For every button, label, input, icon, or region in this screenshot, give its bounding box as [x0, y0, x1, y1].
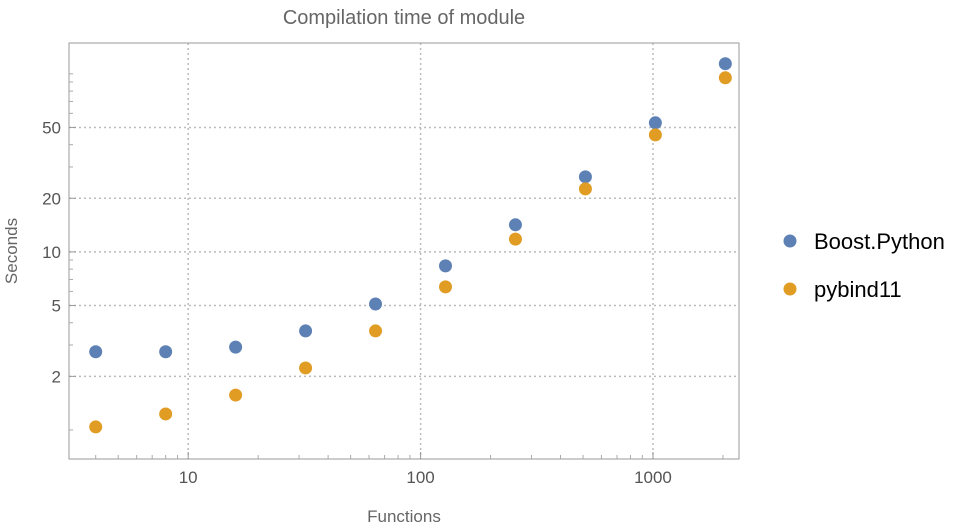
y-tick-label: 20	[42, 189, 61, 208]
data-point-pybind11	[718, 71, 732, 85]
data-point-pybind11	[229, 388, 243, 402]
legend-marker	[783, 282, 797, 296]
data-point-boost-python	[508, 218, 522, 232]
data-points	[89, 57, 732, 434]
data-point-boost-python	[299, 324, 313, 338]
data-point-pybind11	[89, 420, 103, 434]
data-point-pybind11	[299, 361, 313, 375]
data-point-boost-python	[369, 297, 383, 311]
y-axis-label: Seconds	[2, 218, 21, 284]
data-point-boost-python	[89, 345, 103, 359]
data-point-boost-python	[229, 340, 243, 354]
data-point-boost-python	[159, 345, 173, 359]
data-point-boost-python	[718, 57, 732, 71]
data-point-pybind11	[369, 324, 383, 338]
data-point-boost-python	[438, 259, 452, 273]
y-tick-label: 5	[52, 297, 61, 316]
grid	[69, 43, 739, 459]
data-point-pybind11	[648, 128, 662, 142]
legend-label: pybind11	[814, 277, 902, 302]
y-tick-label: 2	[52, 367, 61, 386]
y-tick-label: 10	[42, 243, 61, 262]
data-point-boost-python	[648, 116, 662, 130]
legend-marker	[783, 234, 797, 248]
data-point-pybind11	[159, 407, 173, 421]
legend-label: Boost.Python	[814, 229, 945, 254]
data-point-pybind11	[578, 182, 592, 196]
x-tick-label: 10	[179, 468, 198, 487]
x-tick-label: 100	[406, 468, 434, 487]
y-tick-label: 50	[42, 118, 61, 137]
ticks: 10 100 1000 2 5 10 20 50	[42, 73, 724, 487]
x-tick-label: 1000	[634, 468, 672, 487]
x-axis-label: Functions	[367, 507, 441, 525]
chart-title: Compilation time of module	[283, 7, 525, 29]
plot-frame	[68, 42, 740, 460]
data-point-pybind11	[438, 280, 452, 294]
data-point-boost-python	[578, 170, 592, 184]
legend: Boost.Python pybind11	[783, 229, 945, 302]
data-point-pybind11	[508, 232, 522, 246]
